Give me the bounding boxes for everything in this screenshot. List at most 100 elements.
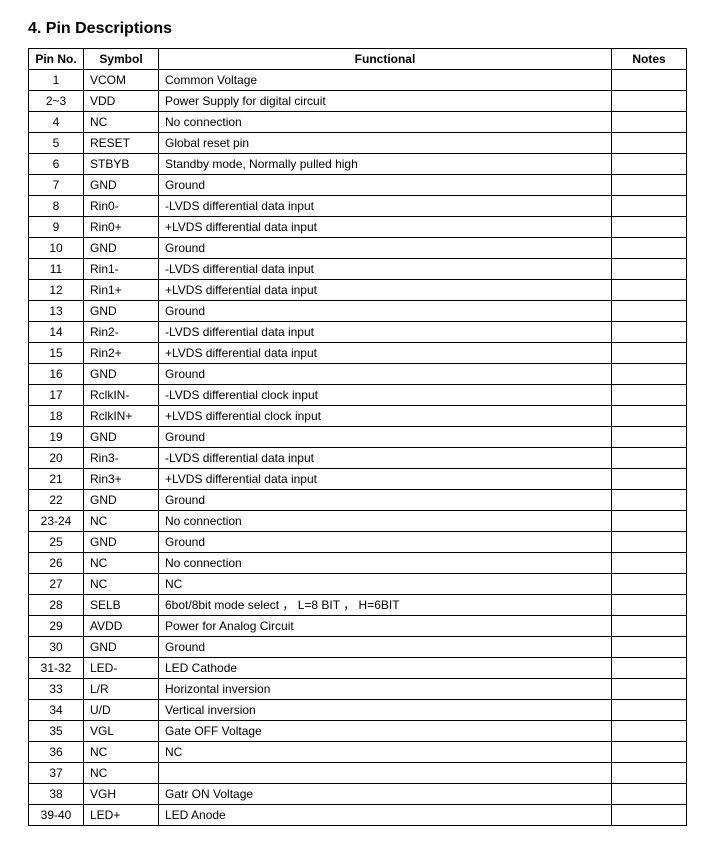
table-row: 34U/DVertical inversion [29,700,687,721]
cell-pin: 15 [29,343,84,364]
header-functional: Functional [159,49,612,70]
cell-symbol: RESET [84,133,159,154]
cell-symbol: NC [84,574,159,595]
cell-notes [612,490,687,511]
cell-notes [612,259,687,280]
table-row: 10GNDGround [29,238,687,259]
table-row: 11Rin1--LVDS differential data input [29,259,687,280]
cell-pin: 4 [29,112,84,133]
table-row: 28SELB6bot/8bit mode select ， L=8 BIT ， … [29,595,687,616]
table-row: 36NCNC [29,742,687,763]
cell-functional: +LVDS differential data input [159,280,612,301]
cell-notes [612,679,687,700]
table-row: 17RclkIN--LVDS differential clock input [29,385,687,406]
cell-pin: 33 [29,679,84,700]
table-row: 6STBYBStandby mode, Normally pulled high [29,154,687,175]
cell-notes [612,511,687,532]
cell-notes [612,448,687,469]
cell-notes [612,658,687,679]
header-pin: Pin No. [29,49,84,70]
cell-functional: +LVDS differential data input [159,217,612,238]
cell-functional: Ground [159,532,612,553]
cell-pin: 25 [29,532,84,553]
cell-notes [612,238,687,259]
cell-pin: 9 [29,217,84,238]
cell-symbol: Rin0+ [84,217,159,238]
cell-pin: 22 [29,490,84,511]
cell-symbol: GND [84,637,159,658]
cell-notes [612,196,687,217]
cell-functional: -LVDS differential data input [159,322,612,343]
cell-functional: Gate OFF Voltage [159,721,612,742]
table-row: 13GNDGround [29,301,687,322]
cell-notes [612,364,687,385]
cell-symbol: L/R [84,679,159,700]
cell-functional: Global reset pin [159,133,612,154]
table-row: 19GNDGround [29,427,687,448]
cell-notes [612,112,687,133]
cell-symbol: SELB [84,595,159,616]
table-row: 16GNDGround [29,364,687,385]
cell-functional: Common Voltage [159,70,612,91]
cell-pin: 11 [29,259,84,280]
cell-functional: +LVDS differential clock input [159,406,612,427]
cell-functional: Ground [159,490,612,511]
cell-notes [612,280,687,301]
cell-pin: 19 [29,427,84,448]
table-row: 35VGLGate OFF Voltage [29,721,687,742]
cell-symbol: NC [84,112,159,133]
cell-functional: 6bot/8bit mode select ， L=8 BIT ， H=6BIT [159,595,612,616]
cell-pin: 8 [29,196,84,217]
cell-pin: 27 [29,574,84,595]
cell-functional: Standby mode, Normally pulled high [159,154,612,175]
cell-symbol: Rin3- [84,448,159,469]
cell-pin: 2~3 [29,91,84,112]
cell-functional: Vertical inversion [159,700,612,721]
cell-pin: 20 [29,448,84,469]
cell-functional: Ground [159,427,612,448]
cell-pin: 12 [29,280,84,301]
cell-symbol: GND [84,238,159,259]
cell-symbol: Rin2+ [84,343,159,364]
cell-functional: Ground [159,238,612,259]
cell-symbol: GND [84,364,159,385]
cell-functional: Horizontal inversion [159,679,612,700]
cell-notes [612,427,687,448]
cell-functional: -LVDS differential data input [159,196,612,217]
cell-symbol: VDD [84,91,159,112]
cell-symbol: RclkIN- [84,385,159,406]
table-row: 2~3VDDPower Supply for digital circuit [29,91,687,112]
cell-functional: -LVDS differential data input [159,448,612,469]
cell-notes [612,532,687,553]
cell-functional: -LVDS differential clock input [159,385,612,406]
cell-pin: 18 [29,406,84,427]
cell-notes [612,469,687,490]
cell-pin: 13 [29,301,84,322]
cell-functional: Ground [159,301,612,322]
cell-notes [612,784,687,805]
table-row: 38VGHGatr ON Voltage [29,784,687,805]
cell-notes [612,595,687,616]
cell-pin: 1 [29,70,84,91]
table-row: 5RESETGlobal reset pin [29,133,687,154]
table-row: 27NCNC [29,574,687,595]
cell-functional: Gatr ON Voltage [159,784,612,805]
cell-symbol: LED- [84,658,159,679]
table-body: 1VCOMCommon Voltage2~3VDDPower Supply fo… [29,70,687,826]
cell-symbol: VCOM [84,70,159,91]
section-title: 4. Pin Descriptions [28,20,687,38]
cell-notes [612,742,687,763]
cell-notes [612,175,687,196]
cell-notes [612,154,687,175]
cell-symbol: VGL [84,721,159,742]
cell-notes [612,301,687,322]
cell-functional: -LVDS differential data input [159,259,612,280]
cell-notes [612,70,687,91]
cell-notes [612,322,687,343]
cell-pin: 29 [29,616,84,637]
cell-symbol: Rin1+ [84,280,159,301]
cell-symbol: GND [84,175,159,196]
table-row: 23-24NCNo connection [29,511,687,532]
table-row: 37NC [29,763,687,784]
cell-functional: NC [159,574,612,595]
